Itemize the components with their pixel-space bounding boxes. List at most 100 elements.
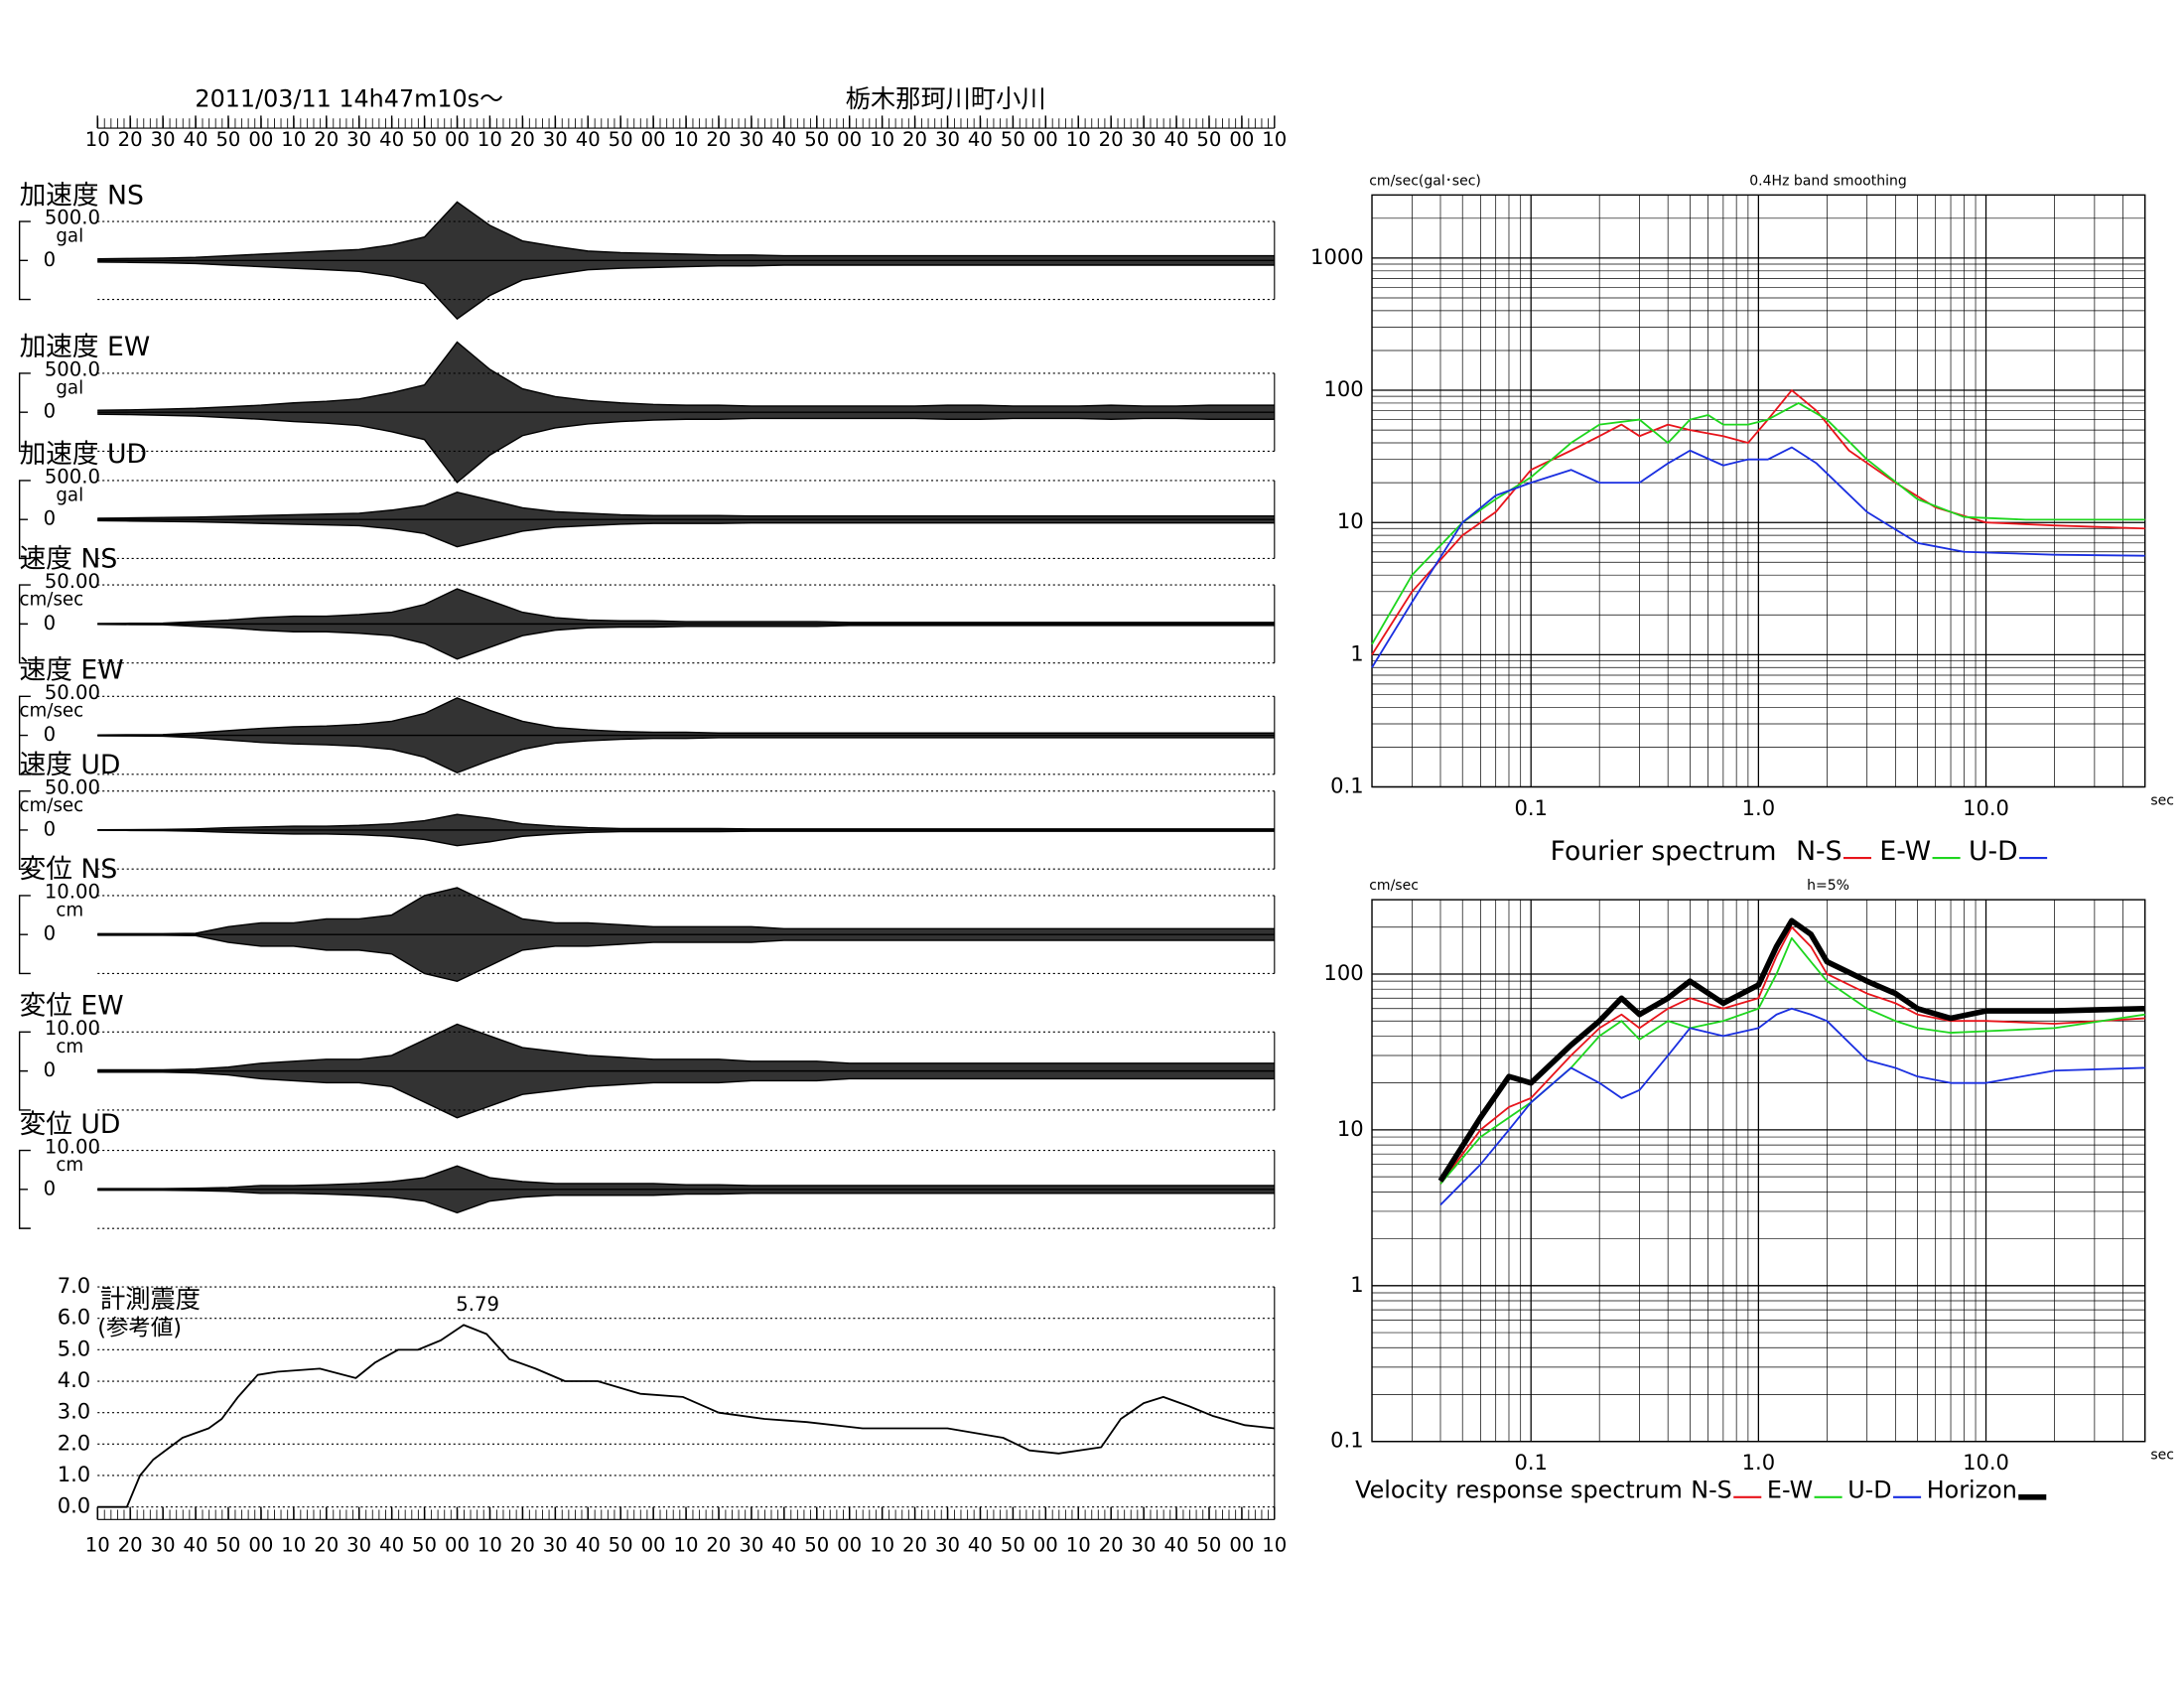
- trace-envelope-lower: [97, 1071, 1275, 1119]
- legend-label: U-D: [1847, 1477, 1891, 1504]
- x-tick-label: 00: [837, 128, 862, 151]
- x-tick-label: 20: [510, 1533, 535, 1556]
- scale-bracket: [18, 584, 31, 664]
- x-tick-label: 50: [804, 1533, 829, 1556]
- unit-label: gal: [56, 225, 83, 246]
- trace-title: 速度 UD: [20, 750, 121, 780]
- y-tick-label: 2.0: [58, 1430, 90, 1455]
- x-tick-label: 00: [248, 1533, 273, 1556]
- scale-bracket: [18, 1149, 31, 1229]
- trace-envelope-upper: [97, 887, 1275, 935]
- x-tick-label: 20: [902, 128, 927, 151]
- y-tick-label: 4.0: [58, 1367, 90, 1392]
- legend-title: Velocity response spectrum: [1355, 1477, 1683, 1504]
- x-tick-label: 00: [641, 128, 666, 151]
- y-tick-label: 10: [1337, 508, 1364, 533]
- trace-envelope-lower: [97, 829, 1275, 847]
- trace-envelope-fill: [97, 492, 1275, 547]
- trace-envelope-lower: [97, 413, 1275, 484]
- x-tick-label: 10: [674, 1533, 699, 1556]
- series-line: [1371, 389, 2145, 655]
- x-axis-label: sec: [2150, 793, 2174, 809]
- x-tick-label: 00: [445, 128, 470, 151]
- x-tick-label: 20: [118, 1533, 143, 1556]
- x-tick-label: 40: [576, 1533, 601, 1556]
- unit-label: cm/sec: [20, 701, 84, 722]
- y-tick-label: 50.00: [45, 681, 100, 704]
- x-tick-label: 00: [1229, 1533, 1254, 1556]
- x-tick-label: 30: [935, 128, 960, 151]
- y-axis-label: cm/sec(gal･sec): [1369, 173, 1481, 189]
- x-tick-label: 30: [543, 128, 568, 151]
- x-tick-label: 50: [412, 128, 437, 151]
- x-tick-label: 30: [739, 1533, 763, 1556]
- series-line: [1439, 1007, 2145, 1206]
- x-tick-label: 40: [379, 1533, 404, 1556]
- x-tick-label: 30: [1132, 1533, 1157, 1556]
- trace-envelope-upper: [97, 201, 1275, 260]
- x-tick-label: 30: [151, 1533, 176, 1556]
- x-tick-label: 10: [478, 1533, 502, 1556]
- trace-envelope-lower: [97, 735, 1275, 774]
- y-tick-label: 100: [1323, 960, 1363, 985]
- y-tick-label: 0: [44, 1177, 57, 1199]
- x-tick-label: 20: [902, 1533, 927, 1556]
- x-tick-label: 00: [1229, 128, 1254, 151]
- unit-label: gal: [56, 485, 83, 505]
- y-tick-label: 0: [44, 922, 57, 945]
- unit-label: cm/sec: [20, 795, 84, 816]
- station-name: 栃木那珂川町小川: [846, 84, 1046, 113]
- scale-bracket: [18, 695, 31, 775]
- trace-envelope-lower: [97, 261, 1275, 321]
- x-tick-label: 50: [609, 1533, 633, 1556]
- trace-envelope-lower: [97, 1189, 1275, 1214]
- x-tick-label: 50: [1001, 1533, 1025, 1556]
- x-tick-label: 00: [248, 128, 273, 151]
- x-tick-label: 10: [870, 1533, 894, 1556]
- x-tick-label: 30: [935, 1533, 960, 1556]
- x-tick-label: 0.1: [1514, 1450, 1547, 1475]
- y-tick-label: 500.0: [45, 466, 100, 489]
- y-tick-label: 1: [1350, 640, 1363, 665]
- trace-title: 速度 EW: [20, 655, 124, 686]
- unit-label: cm: [56, 1155, 83, 1176]
- chart-subtitle: h=5%: [1807, 878, 1849, 894]
- x-tick-label: 30: [151, 128, 176, 151]
- x-tick-label: 10: [870, 128, 894, 151]
- chart-subtitle: 0.4Hz band smoothing: [1749, 173, 1907, 189]
- x-tick-label: 50: [609, 128, 633, 151]
- legend-title: Fourier spectrum: [1551, 836, 1777, 867]
- unit-label: cm: [56, 900, 83, 920]
- y-tick-label: 3.0: [58, 1399, 90, 1424]
- x-tick-label: 50: [215, 1533, 240, 1556]
- x-tick-label: 10: [1262, 1533, 1287, 1556]
- x-tick-label: 50: [215, 128, 240, 151]
- trace-envelope-fill: [97, 697, 1275, 774]
- x-tick-label: 10.0: [1963, 1450, 2009, 1475]
- y-tick-label: 500.0: [45, 207, 100, 229]
- y-tick-label: 0: [44, 612, 57, 634]
- y-tick-label: 50.00: [45, 570, 100, 593]
- x-tick-label: 40: [771, 1533, 796, 1556]
- y-tick-label: 500.0: [45, 358, 100, 381]
- scale-bracket: [18, 220, 31, 301]
- x-tick-label: 10: [1262, 128, 1287, 151]
- trace-envelope-fill: [97, 1024, 1275, 1118]
- x-tick-label: 0.1: [1514, 795, 1547, 820]
- trace-title: 加速度 EW: [20, 332, 151, 362]
- x-tick-label: 40: [184, 1533, 208, 1556]
- series-line: [1439, 936, 2145, 1185]
- trace-envelope-lower: [97, 624, 1275, 660]
- y-axis-label: cm/sec: [1369, 878, 1419, 894]
- x-tick-label: 20: [510, 128, 535, 151]
- y-tick-label: 6.0: [58, 1305, 90, 1330]
- x-tick-label: 1.0: [1742, 1450, 1775, 1475]
- unit-label: cm/sec: [20, 590, 84, 611]
- x-tick-label: 10: [1066, 128, 1091, 151]
- x-tick-label: 40: [968, 1533, 993, 1556]
- x-tick-label: 00: [445, 1533, 470, 1556]
- y-tick-label: 1000: [1310, 244, 1364, 269]
- x-tick-label: 10: [674, 128, 699, 151]
- record-date: 2011/03/11 14h47m10s～: [195, 84, 502, 112]
